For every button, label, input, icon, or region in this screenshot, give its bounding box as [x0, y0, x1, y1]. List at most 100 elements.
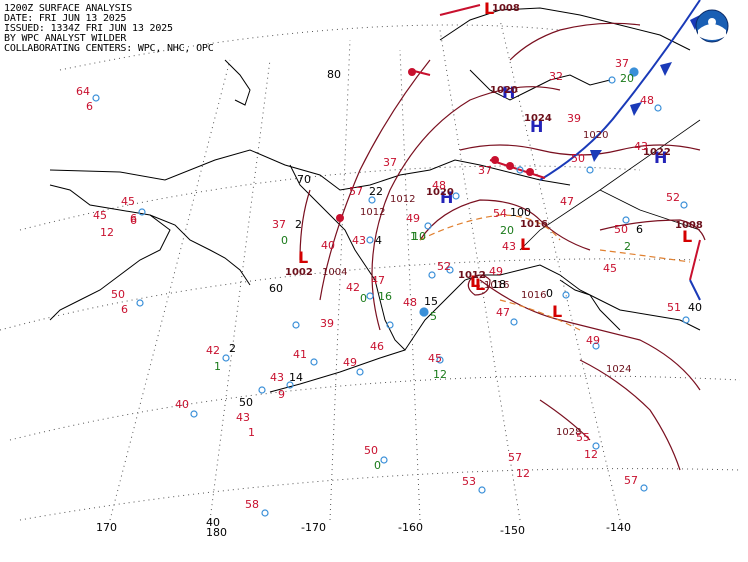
low-center: L [475, 275, 485, 294]
station-dew: 4 [375, 234, 382, 247]
high-center: H [654, 148, 667, 167]
station-temp: 46 [370, 340, 384, 353]
station-temp: 48 [640, 94, 654, 107]
station-dew: 2 [229, 342, 236, 355]
station-dewpoints: 6 12 6 0 6 2 1 9 14 1 22 2 4 0 10 16 15 … [86, 72, 702, 480]
station-dew: 16 [378, 290, 392, 303]
station-temp: 48 [403, 296, 417, 309]
station-dew: 1 [214, 360, 221, 373]
station-temp: 51 [667, 301, 681, 314]
political-border [519, 119, 701, 251]
high-center: H [530, 117, 543, 136]
low-center: L [470, 272, 480, 291]
station-dew: 14 [289, 371, 303, 384]
low-center: L [298, 248, 308, 267]
station-dew: 15 [424, 295, 438, 308]
station-temp: 43 [502, 240, 516, 253]
station-temp: 57 [624, 474, 638, 487]
station-dew: 20 [620, 72, 634, 85]
lon-m150-label: -150 [500, 524, 525, 537]
station-dew: 1 [410, 230, 417, 243]
low-pressure-value: 1008 [675, 220, 703, 231]
analysis-header: 1200Z SURFACE ANALYSIS DATE: FRI JUN 13 … [4, 4, 214, 54]
station-dew: 12 [516, 467, 530, 480]
station-dew: 40 [688, 301, 702, 314]
isobar-label: 1028 [556, 427, 581, 438]
lat-60-label: 60 [269, 282, 283, 295]
station-temp: 50 [111, 288, 125, 301]
high-pressure-value: 1024 [524, 113, 552, 124]
station-temp: 32 [549, 70, 563, 83]
station-temp: 39 [320, 317, 334, 330]
station-temp: 42 [206, 344, 220, 357]
station-temp: 40 [175, 398, 189, 411]
isobar-label: 1012 [360, 207, 385, 218]
header-title: 1200Z SURFACE ANALYSIS [4, 3, 133, 14]
station-dew: 18 [492, 278, 506, 291]
low-pressure-value: 1012 [458, 270, 486, 281]
noaa-logo-icon [695, 9, 729, 43]
header-date: DATE: FRI JUN 13 2025 [4, 13, 127, 24]
station-temp: 47 [560, 195, 574, 208]
station-temp: 43 [634, 140, 648, 153]
station-dew: 10 [412, 230, 426, 243]
station-temp: 37 [478, 164, 492, 177]
lon-m140-label: -140 [606, 521, 631, 534]
station-dew: 6 [121, 303, 128, 316]
station-dew: 0 [546, 287, 553, 300]
station-dew: 6 [130, 214, 137, 227]
station-dew: 0 [281, 234, 288, 247]
low-center: L [552, 302, 562, 321]
station-circles [92, 67, 690, 517]
isobar-label: 1016 [484, 280, 509, 291]
station-temp: 37 [615, 57, 629, 70]
station-temp: 57 [508, 451, 522, 464]
station-temp: 52 [666, 191, 680, 204]
lat-70-label: 70 [297, 173, 311, 186]
header-analyst: BY WPC ANALYST WILDER [4, 33, 127, 44]
station-dew: 1 [248, 426, 255, 439]
station-temp: 49 [586, 334, 600, 347]
station-temp: 41 [293, 348, 307, 361]
lon-m160-label: -160 [398, 521, 423, 534]
high-center: H [502, 83, 515, 102]
isobar-label: 1004 [322, 267, 347, 278]
station-dew: 5 [430, 310, 437, 323]
isobar-label: 1012 [390, 194, 415, 205]
isobar-label: 1016 [521, 290, 546, 301]
isobar-label: 1020 [583, 130, 608, 141]
station-temp: 45 [428, 352, 442, 365]
station-dew: 2 [295, 218, 302, 231]
station-temp: 49 [343, 356, 357, 369]
station-dew: 6 [86, 100, 93, 113]
station-temp: 37 [383, 156, 397, 169]
grid-labels: 80 70 60 50 40 170 180 -170 -160 -150 -1… [96, 68, 631, 539]
low-center: L [484, 0, 494, 18]
troughs [419, 214, 691, 331]
station-temp: 52 [437, 260, 451, 273]
lon-m170-label: -170 [301, 521, 326, 534]
station-dew: 100 [510, 206, 531, 219]
station-temp: 58 [245, 498, 259, 511]
station-dew: 20 [500, 224, 514, 237]
station-temp: 53 [462, 475, 476, 488]
isobar-labels: 1012 1004 1016 1016 1024 1028 1020 1012 [322, 130, 631, 438]
station-temp: 49 [406, 212, 420, 225]
pressure-centers: L 1002 L L 1016 L L 1008 L 1008 H 1020 H… [285, 0, 703, 321]
station-dew: 22 [369, 185, 383, 198]
header-centers: COLLABORATING CENTERS: WPC, NHC, OPC [4, 43, 214, 54]
station-temp: 47 [371, 274, 385, 287]
station-dew: 0 [360, 292, 367, 305]
station-temp: 49 [489, 265, 503, 278]
lat-80-label: 80 [327, 68, 341, 81]
station-temperatures: 64 45 45 37 50 42 40 43 58 57 37 40 42 4… [76, 57, 681, 511]
station-temp: 37 [272, 218, 286, 231]
low-pressure-value: 1016 [520, 219, 548, 230]
station-temp: 64 [76, 85, 90, 98]
lon-170-label: 170 [96, 521, 117, 534]
station-dew: 9 [278, 388, 285, 401]
station-dew: 12 [584, 448, 598, 461]
coastline [49, 7, 701, 393]
station-dew: 0 [374, 459, 381, 472]
